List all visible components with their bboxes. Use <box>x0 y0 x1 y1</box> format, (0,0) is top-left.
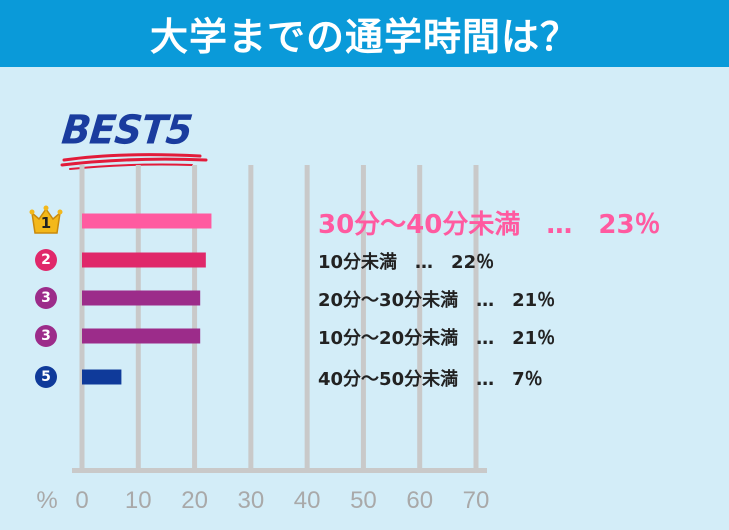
rank-badge: 3 <box>35 287 57 309</box>
x-tick-label: 0 <box>75 487 88 514</box>
gridline <box>304 165 310 470</box>
gridline <box>79 165 85 470</box>
x-axis-label: % <box>36 487 57 514</box>
rank-badge: 5 <box>35 366 57 388</box>
gridline <box>135 165 141 470</box>
bar <box>82 369 122 385</box>
x-tick-label: 50 <box>350 487 377 514</box>
rank-number: 1 <box>40 214 52 232</box>
gridline <box>192 165 198 470</box>
gridline <box>473 165 479 470</box>
x-tick-label: 10 <box>125 487 152 514</box>
x-tick-label: 20 <box>181 487 208 514</box>
x-tick-label: 70 <box>463 487 490 514</box>
gridline <box>360 165 366 470</box>
bar-label: 10分未満 … 22％ <box>318 252 495 273</box>
bar-label: 40分～50分未満 … 7％ <box>318 369 543 390</box>
gridline <box>417 165 423 470</box>
crown-icon: 1 <box>29 205 63 241</box>
bar-label: 10分～20分未満 … 21％ <box>318 328 556 349</box>
header-bar: 大学までの通学時間は？ <box>0 0 729 67</box>
bar <box>82 328 201 344</box>
bar-label: 30分～40分未満 … 23％ <box>318 210 661 240</box>
x-tick-label: 40 <box>294 487 321 514</box>
x-tick-label: 60 <box>406 487 433 514</box>
rank-badge: 2 <box>35 249 57 271</box>
rank-badge: 3 <box>35 325 57 347</box>
bar <box>82 252 206 268</box>
bar-label: 20分～30分未満 … 21％ <box>318 290 556 311</box>
x-tick-label: 30 <box>238 487 265 514</box>
gridline <box>248 165 254 470</box>
x-axis-line <box>72 468 487 473</box>
bar <box>82 213 212 229</box>
page-title: 大学までの通学時間は？ <box>149 15 579 59</box>
bar <box>82 290 201 306</box>
